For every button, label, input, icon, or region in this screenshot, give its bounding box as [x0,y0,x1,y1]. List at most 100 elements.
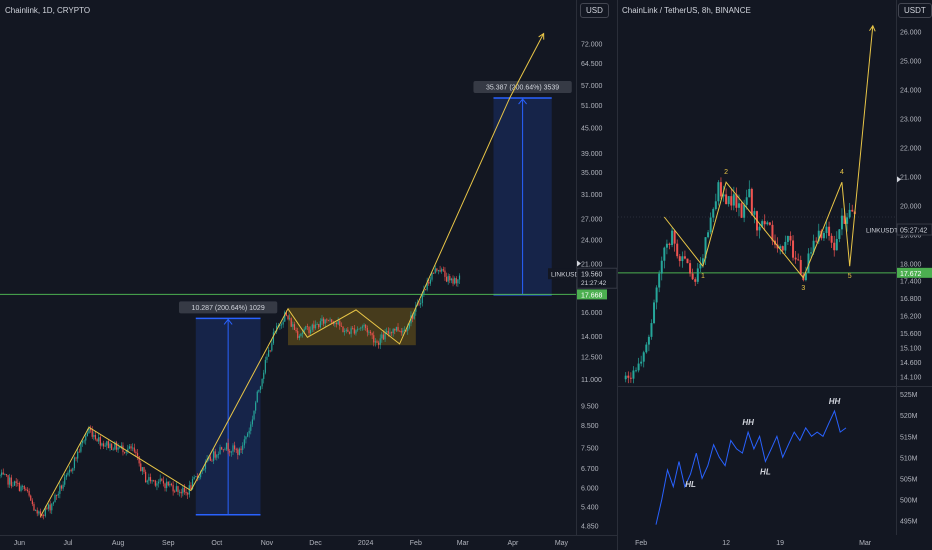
right-candle [678,256,681,262]
left-candle [157,481,160,484]
left-candle [269,350,271,352]
left-candle [237,449,239,455]
right-candle [786,235,789,242]
left-candle [166,481,168,489]
left-currency-button[interactable]: USD [580,3,609,18]
left-candle [193,476,195,480]
left-candle [109,443,111,449]
left-candle [143,467,145,472]
measure-label-bg [473,81,572,94]
left-candle [327,320,330,322]
right-candle [761,221,764,227]
right-candle [851,209,854,212]
right-candle [727,196,730,205]
left-candle [90,428,92,431]
right-wave-line [663,25,874,279]
left-y-tick-label: 14.000 [581,334,603,341]
left-candle [107,441,110,449]
left-candle [34,510,37,511]
left-candle [0,475,1,476]
right-candle [689,263,692,274]
left-candle [88,428,90,434]
right-candle [815,240,818,242]
right-candle [828,226,831,236]
left-candle [64,477,66,485]
left-alert-marker [577,260,581,267]
right-symbol-label: LINKUSDT [866,228,898,235]
right-candle [771,224,774,241]
left-candle [187,493,189,495]
left-candle [457,279,459,284]
left-candle [216,454,218,458]
left-candle [248,430,250,434]
left-candle [200,471,202,478]
wave-label: 2 [724,169,728,176]
left-candle [78,451,80,453]
right-candle [848,209,851,218]
left-candle [329,319,331,321]
left-candle [369,331,372,334]
right-candle [722,194,725,197]
left-candle [235,449,237,451]
left-candle [280,324,283,326]
left-candle [94,434,97,440]
left-candle [395,327,398,331]
left-candle [31,500,33,505]
right-candle [668,243,671,245]
right-candle [753,211,756,215]
left-candle [408,323,410,328]
measure-arrow-head [518,98,527,105]
left-candle [271,343,273,351]
left-candle [251,419,254,425]
left-y-tick-label: 27.000 [581,217,603,224]
right-wave-arrow [869,24,876,32]
left-candle [413,311,415,319]
right-y-tick-label: 25.000 [900,59,922,66]
left-candle [442,269,444,271]
left-candle [30,495,32,501]
right-candle [681,256,684,262]
left-y-tick-label: 51.000 [581,103,603,110]
left-candle [9,477,11,485]
left-candle [331,319,333,323]
right-y-tick-label: 17.400 [900,279,922,286]
left-candle [245,436,247,440]
left-x-tick-label: Feb [410,540,422,547]
left-candle [452,278,454,284]
left-candle [371,333,373,336]
right-y-tick-label: 15.600 [900,331,922,338]
right-candle [694,279,697,282]
left-candle [428,281,430,284]
left-candle [67,472,69,475]
indicator-y-tick-label: 520M [900,413,918,420]
indicator-annotation: HH [829,397,841,406]
left-candle [243,439,245,446]
left-candle [217,454,220,455]
left-candle [13,481,16,486]
indicator-pane[interactable]: 525M 520M 515M 510M 505M 500M 495M HL HH HL HH [655,392,918,525]
right-currency-button[interactable]: USDT [898,3,932,18]
right-y-tick-label: 16.800 [900,296,922,303]
left-candle [319,321,321,328]
left-candle [441,269,443,272]
right-countdown: 05:27:42 [900,228,927,235]
left-candle [311,324,313,330]
right-candle [745,197,748,205]
right-symbol-label-bg [864,224,896,236]
right-candle [820,230,823,239]
left-candle [379,338,381,345]
left-candle [277,325,279,327]
right-candle [673,230,676,244]
left-pane[interactable]: 72.000 64.500 57.000 51.000 45.000 39.000 35.0… [0,0,618,547]
left-candle [153,480,155,482]
left-candle [344,331,346,333]
right-candle [830,235,833,243]
left-candle [458,275,461,280]
left-candle [301,332,304,334]
left-candle [352,328,354,330]
left-candle [261,378,263,387]
left-candle [17,482,19,484]
left-candle [394,328,396,331]
right-pane[interactable]: 26.000 25.000 24.000 23.000 22.000 21.000 20.0… [618,0,932,547]
left-candle [10,477,12,487]
